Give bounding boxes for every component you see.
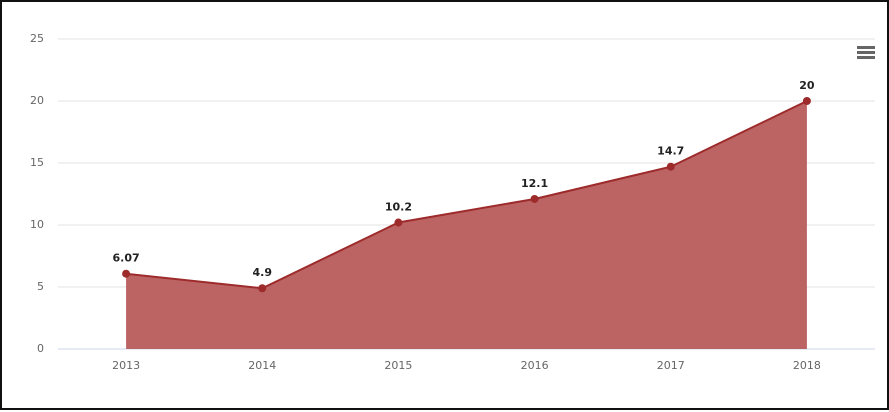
data-label: 4.9 [253, 266, 273, 279]
data-label: 14.7 [657, 145, 684, 158]
x-tick-label: 2018 [793, 359, 821, 372]
marker [530, 194, 539, 203]
menu-icon[interactable] [857, 46, 875, 59]
y-tick-label: 25 [30, 32, 44, 45]
x-tick-label: 2017 [657, 359, 685, 372]
y-tick-label: 20 [30, 94, 44, 107]
data-label: 10.2 [385, 201, 412, 214]
area [126, 101, 807, 349]
y-tick-label: 0 [37, 342, 44, 355]
marker [666, 162, 675, 171]
data-label: 20 [799, 79, 815, 92]
x-tick-label: 2016 [521, 359, 549, 372]
marker [258, 284, 267, 293]
x-tick-label: 2015 [384, 359, 412, 372]
y-tick-label: 15 [30, 156, 44, 169]
data-label: 12.1 [521, 177, 548, 190]
y-tick-label: 10 [30, 218, 44, 231]
x-tick-label: 2014 [248, 359, 276, 372]
marker [394, 218, 403, 227]
marker [802, 97, 811, 105]
data-label: 6.07 [113, 252, 140, 265]
x-tick-label: 2013 [112, 359, 140, 372]
marker [122, 269, 131, 278]
y-tick-label: 5 [37, 280, 44, 293]
line [125, 100, 808, 290]
